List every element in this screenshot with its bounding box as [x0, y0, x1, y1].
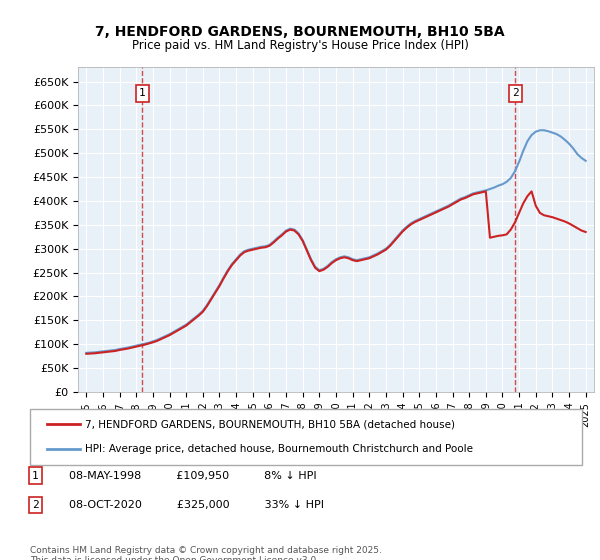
- Text: 7, HENDFORD GARDENS, BOURNEMOUTH, BH10 5BA (detached house): 7, HENDFORD GARDENS, BOURNEMOUTH, BH10 5…: [85, 419, 455, 430]
- Text: 1: 1: [32, 471, 39, 480]
- Text: 2: 2: [512, 88, 518, 99]
- Text: 08-MAY-1998          £109,950          8% ↓ HPI: 08-MAY-1998 £109,950 8% ↓ HPI: [68, 471, 316, 480]
- FancyBboxPatch shape: [30, 409, 582, 465]
- Text: 2: 2: [32, 500, 39, 510]
- Text: HPI: Average price, detached house, Bournemouth Christchurch and Poole: HPI: Average price, detached house, Bour…: [85, 444, 473, 454]
- Text: Price paid vs. HM Land Registry's House Price Index (HPI): Price paid vs. HM Land Registry's House …: [131, 39, 469, 52]
- Text: 08-OCT-2020          £325,000          33% ↓ HPI: 08-OCT-2020 £325,000 33% ↓ HPI: [68, 500, 323, 510]
- Text: Contains HM Land Registry data © Crown copyright and database right 2025.
This d: Contains HM Land Registry data © Crown c…: [30, 546, 382, 560]
- Text: 7, HENDFORD GARDENS, BOURNEMOUTH, BH10 5BA: 7, HENDFORD GARDENS, BOURNEMOUTH, BH10 5…: [95, 25, 505, 39]
- Text: 1: 1: [139, 88, 146, 99]
